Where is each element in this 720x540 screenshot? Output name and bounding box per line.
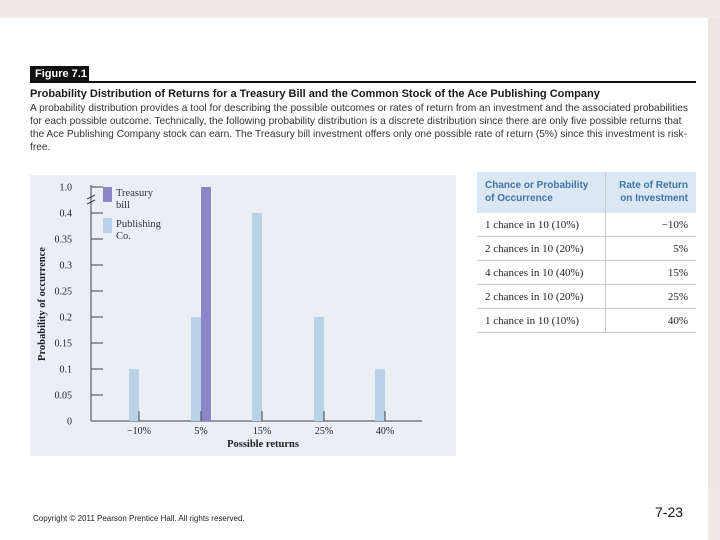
cell-rate: 15% (605, 260, 696, 285)
cell-chance: 4 chances in 10 (40%) (477, 260, 606, 285)
y-tick-label: 1.0 (60, 183, 73, 194)
y-axis-label: Probability of occurrence (37, 247, 48, 361)
table-row: 2 chances in 10 (20%) 25% (477, 284, 696, 309)
table-row: 1 chance in 10 (10%) 40% (477, 308, 696, 333)
right-margin-bar (708, 18, 720, 488)
y-tick-label: 0.25 (55, 287, 73, 298)
chart-panel: 0 0.05 0.1 0.15 0.2 0.25 0.3 0.35 0.4 1.0 Probabil… (30, 175, 456, 456)
cell-rate: 25% (605, 284, 696, 309)
y-tick-label: 0.2 (60, 313, 73, 324)
y-tick-label: 0.35 (55, 235, 73, 246)
x-tick-label: 40% (376, 426, 394, 437)
bar-publishing-co (129, 369, 139, 421)
legend-label-publishing-co: Publishing Co. (116, 219, 162, 242)
header-rate: Rate of Return on Investment (605, 172, 696, 213)
cell-chance: 2 chances in 10 (20%) (477, 284, 606, 309)
cell-chance: 2 chances in 10 (20%) (477, 236, 606, 261)
legend-label-treasury-bill: Treasury bill (116, 188, 154, 211)
legend-swatch-treasury-bill (103, 187, 112, 202)
cell-chance: 1 chance in 10 (10%) (477, 308, 606, 333)
figure-title: Probability Distribution of Returns for … (30, 88, 600, 100)
axis-break-mark (86, 194, 96, 205)
table-row: 2 chances in 10 (20%) 5% (477, 236, 696, 261)
cell-rate: 40% (605, 308, 696, 333)
legend-swatch-publishing-co (103, 218, 112, 233)
table-row: 1 chance in 10 (10%) −10% (477, 213, 696, 237)
x-tick-label: 5% (194, 426, 207, 437)
figure-caption: A probability distribution provides a to… (30, 103, 689, 153)
figure-rule (89, 81, 696, 83)
table-row: 4 chances in 10 (40%) 15% (477, 260, 696, 285)
y-tick-label: 0 (67, 417, 72, 428)
probability-table: Chance or Probability of Occurrence Rate… (477, 172, 696, 333)
cell-rate: 5% (605, 236, 696, 261)
bar-publishing-co (375, 369, 385, 421)
cell-chance: 1 chance in 10 (10%) (477, 213, 606, 237)
table-header-row: Chance or Probability of Occurrence Rate… (477, 172, 696, 213)
probability-bar-chart: 0 0.05 0.1 0.15 0.2 0.25 0.3 0.35 0.4 1.0 Probabil… (37, 183, 422, 450)
y-tick-label: 0.4 (60, 209, 73, 220)
x-tick-label: 25% (315, 426, 333, 437)
header-chance: Chance or Probability of Occurrence (477, 172, 606, 213)
page-number: 7-23 (655, 504, 684, 520)
bar-publishing-co (314, 317, 324, 421)
x-tick-label: 15% (253, 426, 271, 437)
y-tick-label: 0.15 (55, 339, 73, 350)
y-tick-label: 0.3 (60, 261, 73, 272)
bar-publishing-co (191, 317, 201, 421)
y-tick-label: 0.1 (60, 365, 73, 376)
figure-label: Figure 7.1 (30, 66, 89, 83)
cell-rate: −10% (605, 213, 696, 237)
y-tick-label: 0.05 (55, 391, 73, 402)
bar-publishing-co (252, 213, 262, 421)
copyright-text: Copyright © 2011 Pearson Prentice Hall. … (33, 514, 245, 523)
bar-treasury-bill (201, 187, 211, 421)
x-axis-label: Possible returns (227, 439, 299, 450)
x-tick-label: −10% (127, 426, 151, 437)
